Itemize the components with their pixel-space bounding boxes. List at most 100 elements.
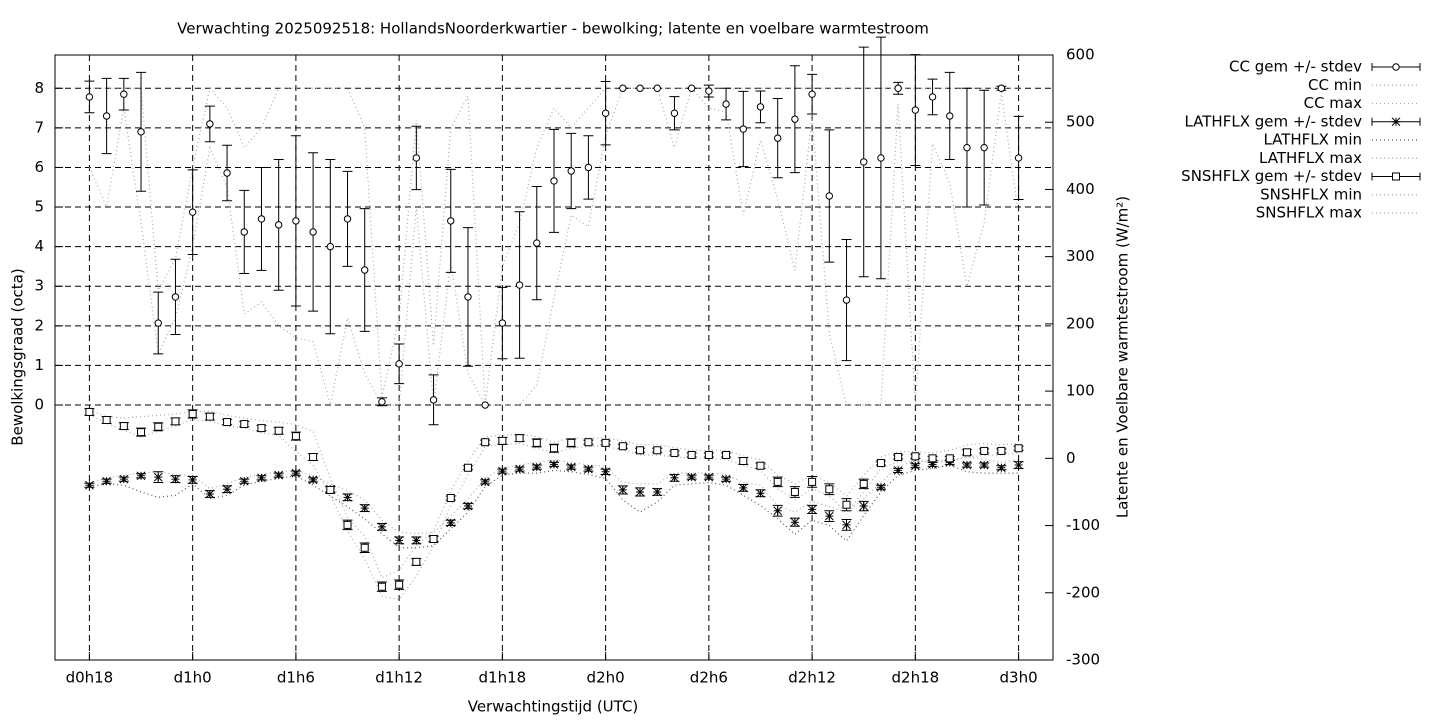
marker xyxy=(824,511,834,521)
marker xyxy=(361,266,369,274)
marker xyxy=(308,475,318,485)
marker xyxy=(687,450,696,459)
marker xyxy=(378,398,386,406)
marker xyxy=(412,557,421,566)
legend-label: CC gem +/- stdev xyxy=(1229,58,1362,76)
marker xyxy=(893,466,903,475)
marker xyxy=(85,407,94,416)
marker xyxy=(120,90,128,98)
marker xyxy=(154,319,162,327)
marker xyxy=(188,208,197,216)
marker xyxy=(670,448,679,457)
marker xyxy=(154,422,163,431)
marker xyxy=(807,505,817,514)
marker xyxy=(222,484,232,494)
marker xyxy=(791,115,799,123)
marker xyxy=(291,468,301,478)
marker xyxy=(704,450,713,459)
marker xyxy=(102,416,111,425)
y2-tick-label: 500 xyxy=(1066,113,1095,131)
marker xyxy=(274,470,284,480)
marker xyxy=(1014,460,1023,470)
marker xyxy=(343,215,352,223)
marker xyxy=(876,482,886,492)
legend-marker xyxy=(1391,117,1401,127)
marker xyxy=(618,485,628,495)
marker xyxy=(928,460,937,469)
y2-tick-label: 0 xyxy=(1066,449,1076,467)
marker xyxy=(309,452,318,461)
marker xyxy=(205,412,214,421)
marker xyxy=(102,476,111,486)
x-tick-label: d1h18 xyxy=(479,669,527,687)
marker xyxy=(377,582,386,591)
marker xyxy=(395,580,404,589)
marker xyxy=(1014,444,1023,453)
marker xyxy=(447,217,455,225)
marker xyxy=(136,471,146,481)
marker xyxy=(498,466,507,476)
legend-label: SNSHFLX min xyxy=(1260,185,1362,203)
marker xyxy=(205,489,215,499)
marker xyxy=(533,239,541,247)
marker xyxy=(188,409,197,418)
marker xyxy=(206,120,214,128)
marker xyxy=(808,90,816,98)
marker xyxy=(894,452,903,461)
y-tick-label: 3 xyxy=(34,277,44,295)
marker xyxy=(119,422,128,431)
marker xyxy=(928,454,937,463)
marker xyxy=(842,296,851,304)
legend-label: LATHFLX max xyxy=(1259,149,1362,167)
y2-tick-label: 400 xyxy=(1066,180,1095,198)
legend-label: CC max xyxy=(1304,94,1363,112)
y-tick-label: 2 xyxy=(34,316,44,334)
y-axis-label: Bewolkingsgraad (octa) xyxy=(9,268,27,445)
marker xyxy=(739,125,747,133)
legend-label: CC min xyxy=(1308,76,1362,94)
marker xyxy=(584,464,593,474)
marker xyxy=(481,438,490,447)
marker xyxy=(910,461,920,471)
marker xyxy=(137,428,146,437)
marker xyxy=(739,457,748,466)
marker xyxy=(515,434,524,443)
marker xyxy=(566,462,576,472)
marker xyxy=(928,93,937,101)
x-tick-label: d2h6 xyxy=(690,669,728,687)
marker xyxy=(860,158,868,166)
marker xyxy=(137,128,145,136)
marker xyxy=(567,438,576,447)
marker xyxy=(292,217,300,225)
marker xyxy=(670,109,679,117)
marker xyxy=(877,154,885,162)
y-tick-label: 6 xyxy=(34,158,44,176)
legend-label: SNSHFLX max xyxy=(1256,204,1362,222)
y2-axis-label: Latente en Voelbare warmtestroom (W/m²) xyxy=(1114,196,1132,518)
marker xyxy=(756,488,765,498)
marker xyxy=(670,473,679,483)
x-axis-label: Verwachtingstijd (UTC) xyxy=(468,698,639,716)
marker xyxy=(635,487,645,497)
marker xyxy=(687,84,696,92)
legend-label: SNSHFLX gem +/- stdev xyxy=(1181,167,1362,185)
marker xyxy=(464,293,472,301)
marker xyxy=(911,452,920,461)
marker xyxy=(842,520,851,530)
marker xyxy=(411,535,421,545)
marker xyxy=(653,446,662,455)
y-tick-label: 5 xyxy=(34,198,44,216)
marker xyxy=(394,535,404,545)
marker xyxy=(257,473,266,483)
x-tick-label: d0h18 xyxy=(66,669,114,687)
marker xyxy=(412,154,421,162)
marker xyxy=(962,448,971,457)
marker xyxy=(653,84,661,92)
x-tick-label: d1h12 xyxy=(375,669,423,687)
marker xyxy=(446,493,455,502)
marker xyxy=(240,228,248,236)
marker xyxy=(618,442,627,451)
marker xyxy=(119,474,129,484)
x-tick-label: d2h12 xyxy=(788,669,836,687)
